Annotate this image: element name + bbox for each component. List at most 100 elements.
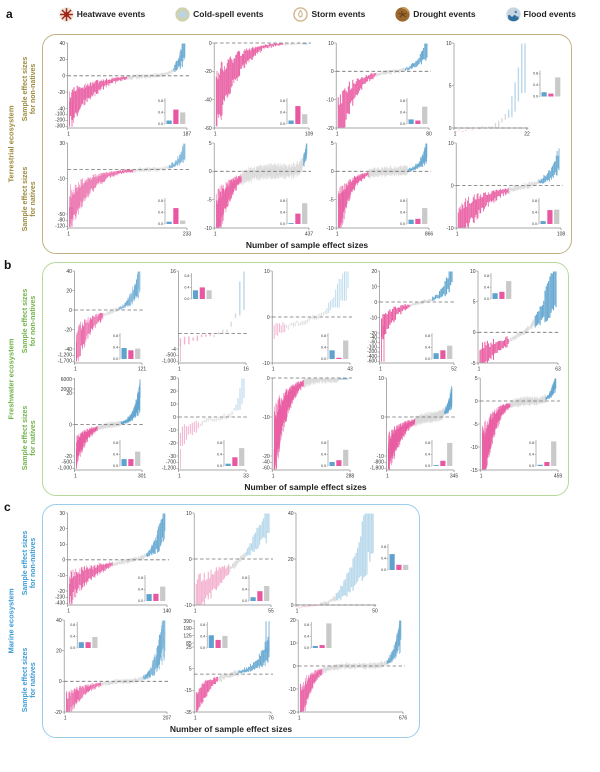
row-label: Sample effect sizes for non-natives	[18, 34, 42, 144]
svg-text:40: 40	[60, 41, 66, 47]
effect-size-plot: 10 5 0 -51 63 0.0 0.4 0.8	[470, 269, 561, 373]
panel-letter-c: c	[4, 500, 11, 514]
svg-text:5: 5	[331, 141, 334, 147]
panels: Terrestrial ecosystem Sample effect sizes…	[0, 34, 600, 738]
svg-text:1: 1	[296, 609, 299, 615]
plots-row: 40 20 0 -20 1 207 0.0 0.4 0.8 25 5 -15 -35 390 190 125 8…	[49, 616, 413, 723]
y-axis-ticks: 30 20 10 0 -10 -20-230-430	[55, 511, 65, 607]
x-axis-ticks: 1 207	[64, 716, 171, 722]
x-axis-ticks: 1 76	[194, 716, 274, 722]
ecosystem-label: Marine ecosystem	[4, 504, 18, 738]
svg-text:0.4: 0.4	[532, 211, 537, 215]
caterpillar-series	[215, 43, 308, 127]
svg-text:0.0: 0.0	[70, 646, 75, 650]
svg-text:-20: -20	[169, 441, 176, 447]
svg-text:0: 0	[475, 399, 478, 405]
caterpillar-series	[337, 43, 428, 128]
svg-text:-15: -15	[184, 688, 191, 694]
inset-bar-chart: 0.0 0.4 0.8	[280, 198, 308, 226]
svg-text:0.8: 0.8	[529, 441, 534, 445]
plots-row: 30 -10 -50 -80 -120 1 233 0.0 0.4 0.8 5 0 -5 -10 1 437 0…	[49, 139, 565, 239]
svg-text:0: 0	[331, 169, 334, 175]
svg-text:-430: -430	[55, 601, 65, 607]
y-axis-ticks: 10 0 -10	[262, 269, 269, 367]
svg-text:190: 190	[183, 626, 192, 632]
legend-item: Flood events	[505, 6, 576, 22]
svg-text:-40: -40	[370, 335, 377, 341]
panel-letter-a: a	[6, 7, 13, 21]
inset-bar-chart: 0.0 0.4 0.8	[158, 198, 186, 226]
svg-text:10: 10	[170, 402, 176, 408]
svg-text:20: 20	[170, 389, 176, 395]
svg-text:0.8: 0.8	[400, 199, 405, 203]
effect-size-plot: 5 0 -5 -101 437 0.0 0.4 0.8	[204, 141, 313, 238]
svg-text:121: 121	[138, 367, 146, 373]
svg-text:0.4: 0.4	[533, 83, 538, 87]
effect-size-plot: 10 0 -101 108 0.0 0.4 0.8	[446, 141, 565, 238]
effect-size-plot: 5 0 -5 -10 -151 459 0.0 0.4 0.8	[470, 376, 562, 480]
subplot: 20 10 0 -10 -20 -40 -60 -100 -200 -400 -600 1 52 0.0 0…	[361, 267, 458, 374]
svg-text:10: 10	[290, 641, 296, 647]
axes	[67, 43, 188, 130]
svg-text:866: 866	[425, 232, 433, 238]
svg-text:1: 1	[67, 232, 70, 238]
svg-text:0.4: 0.4	[425, 346, 430, 350]
svg-text:1: 1	[456, 232, 459, 238]
svg-text:30: 30	[60, 141, 66, 147]
x-axis-ticks: 1 459	[480, 474, 562, 480]
row-label-text: Sample effect sizes for non-natives	[22, 56, 37, 122]
row-label: Sample effect sizes for natives	[18, 621, 42, 738]
y-axis-ticks: 10 0 -10 -20	[326, 41, 333, 132]
svg-text:0.8: 0.8	[425, 334, 430, 338]
svg-text:-10: -10	[377, 454, 384, 460]
svg-text:33: 33	[243, 474, 249, 480]
svg-text:1: 1	[379, 367, 382, 373]
caterpillar-series	[69, 43, 186, 127]
inset-bar-chart: 0.0 0.4 0.8	[321, 333, 349, 361]
axes	[479, 378, 559, 472]
inset-bar-chart: 0.0 0.4 0.8	[217, 440, 245, 468]
svg-text:-1,200: -1,200	[162, 466, 176, 472]
svg-text:0: 0	[473, 330, 476, 336]
svg-text:459: 459	[554, 474, 562, 480]
legend-item: Cold-spell events	[175, 6, 264, 22]
svg-text:0.8: 0.8	[381, 545, 386, 549]
ecosystem-label-text: Terrestrial ecosystem	[6, 105, 16, 183]
svg-text:0.0: 0.0	[113, 464, 118, 468]
svg-text:0.4: 0.4	[400, 111, 405, 115]
svg-text:-230: -230	[55, 594, 65, 600]
ecosystem-label: Freshwater ecosystem	[4, 262, 18, 496]
caterpillar-series	[273, 378, 349, 470]
legend-item: Heatwave events	[59, 6, 145, 22]
svg-text:5: 5	[189, 667, 192, 673]
row-label-text: Sample effect sizes for natives	[22, 647, 37, 712]
y-axis-ticks: 5 0 -5 -10	[204, 141, 211, 232]
axes	[193, 620, 272, 714]
caterpillar-series	[337, 143, 428, 228]
x-axis-ticks: 1 50	[296, 609, 378, 615]
legend-item: Storm events	[293, 6, 365, 22]
svg-text:1: 1	[454, 132, 457, 138]
y-axis-ticks: 30 -10 -50-80-120	[55, 141, 65, 230]
svg-text:-4: -4	[171, 347, 176, 353]
panel-letter-b: b	[4, 258, 12, 272]
inset-bar-chart: 0.0 0.4 0.8	[158, 98, 186, 126]
y-axis-ticks: 40 20 0 -20 -40-1,200-1,700	[58, 269, 72, 365]
caterpillar-series	[388, 385, 453, 470]
svg-text:0.0: 0.0	[400, 222, 405, 226]
svg-text:-20: -20	[54, 710, 61, 716]
svg-text:0: 0	[209, 169, 212, 175]
svg-text:676: 676	[399, 716, 407, 722]
caterpillar-series	[69, 143, 186, 228]
svg-text:0.4: 0.4	[242, 588, 247, 592]
row-label-text: Sample effect sizes for non-natives	[22, 288, 37, 353]
subplot: 0 -10 -20 -40 -60 1 288 0.0 0.4 0.8	[257, 374, 354, 481]
axes	[271, 378, 351, 472]
caterpillar-series	[455, 43, 526, 132]
row-label-text: Sample effect sizes for natives	[22, 405, 37, 470]
svg-text:0.4: 0.4	[321, 453, 326, 457]
